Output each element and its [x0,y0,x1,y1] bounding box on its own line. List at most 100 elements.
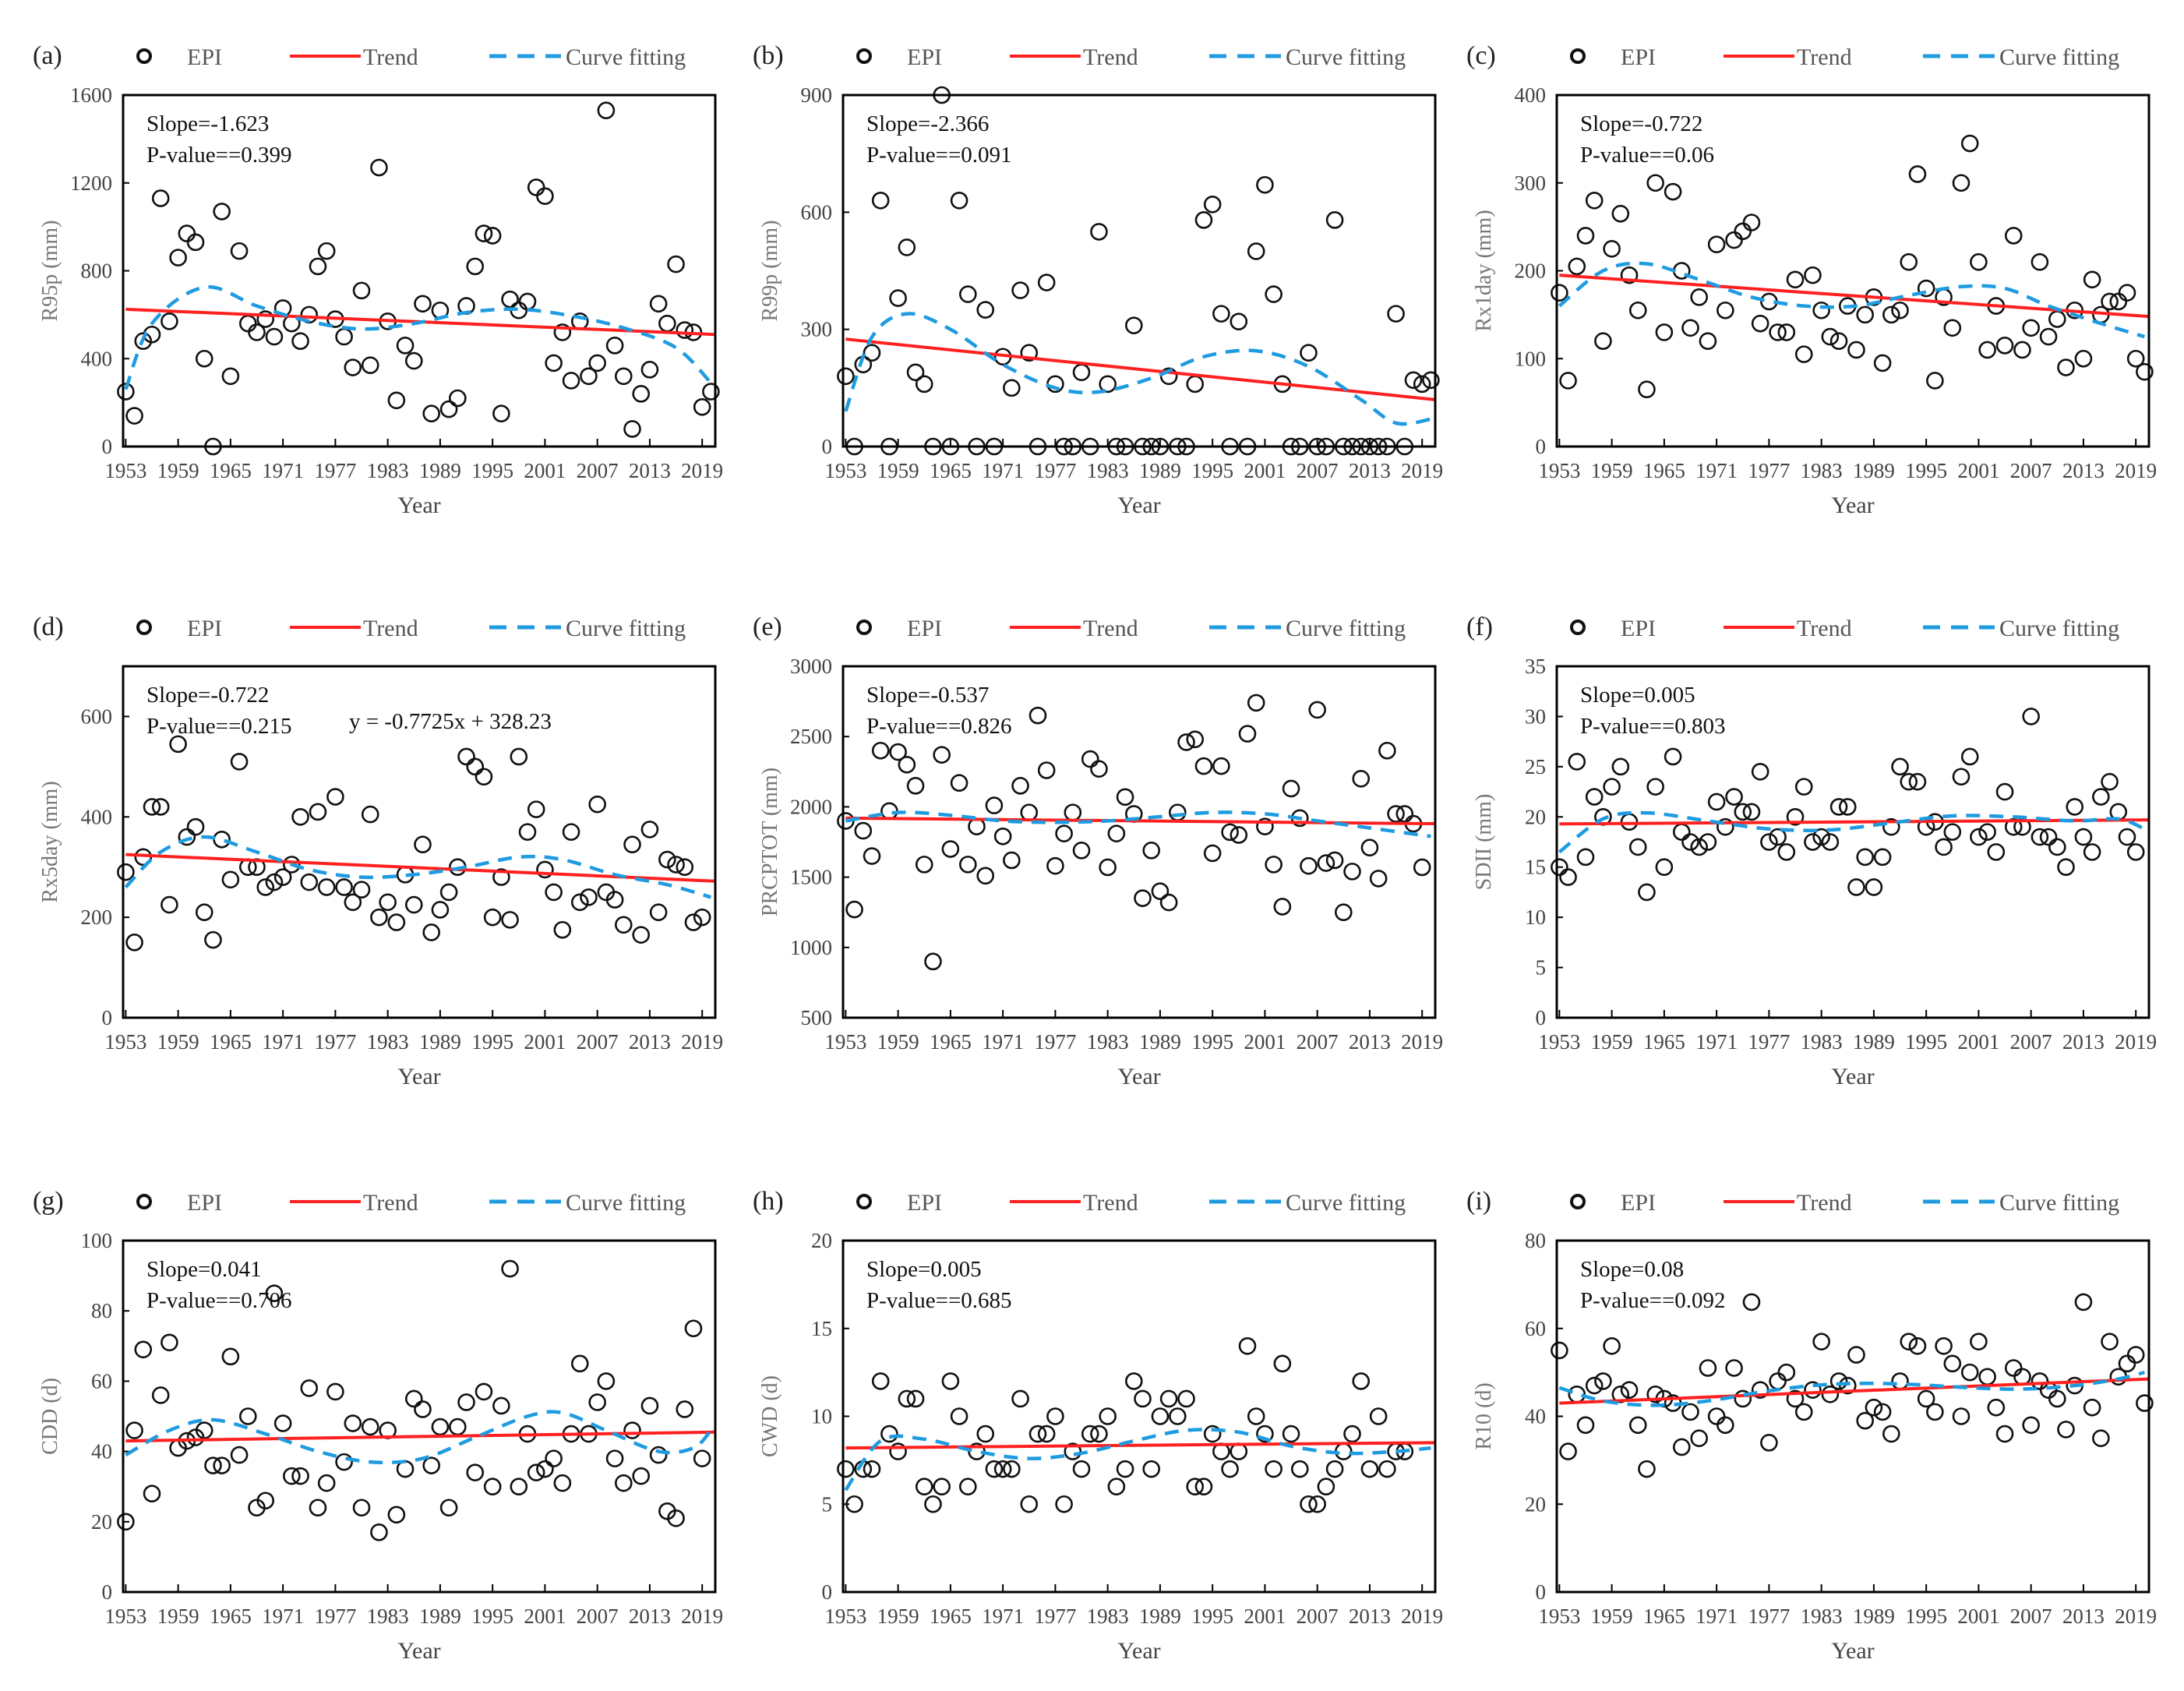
x-tick-label: 2013 [1349,1030,1391,1054]
legend-epi-marker [1570,48,1586,64]
epi-point [1090,1424,1108,1443]
epi-point [1099,375,1117,394]
epi-point [510,1477,528,1496]
epi-point [1917,279,1935,298]
plot-frame [122,665,717,1019]
x-tick-label: 2019 [681,1605,723,1628]
epi-point [1882,1424,1900,1443]
epi-point [1594,1372,1612,1390]
x-tick-label: 2019 [681,1030,723,1054]
epi-point [2031,1372,2049,1390]
x-tick-label: 1983 [1087,1030,1129,1054]
x-tick-label: 1953 [824,1030,866,1054]
x-tick-label: 1959 [877,459,919,482]
epi-point [1856,305,1874,324]
epi-point [527,178,545,196]
epi-point [1707,793,1726,811]
epi-point [273,868,292,886]
chart-panel-a: (a) EPI Trend Curve fitting 0 400 800 1200 1600 1… [33,41,723,518]
epi-point [1751,314,1769,333]
y-tick-label: 100 [1515,347,1547,370]
epi-point [993,827,1012,846]
epi-point [933,1477,951,1496]
epi-point [889,289,907,307]
x-tick-label: 1989 [1853,1605,1895,1628]
epi-point [615,916,633,934]
epi-point [684,913,703,931]
x-tick-label: 2001 [524,1605,566,1628]
epi-point [1090,760,1108,778]
epi-point [204,1456,222,1474]
epi-point [422,404,440,423]
epi-point [230,242,249,260]
y-axis-label: SDII (mm) [1472,794,1496,891]
epi-point [1804,266,1822,284]
x-axis-label: Year [397,1638,440,1664]
epi-point [667,255,685,274]
epi-point [1186,1477,1205,1496]
epi-point [580,888,598,906]
epi-point [1646,778,1664,796]
epi-point [1821,327,1840,346]
epi-point [1681,833,1699,851]
epi-point [1725,231,1743,249]
legend-curve-label: Curve fitting [1999,616,2119,641]
epi-point [2118,1354,2136,1373]
epi-point [667,856,685,874]
x-axis-label: Year [1831,492,1874,518]
epi-point [1725,788,1743,806]
x-tick-label: 1971 [982,1030,1024,1054]
epi-point [2118,284,2136,302]
epi-point [640,361,659,379]
epi-point [1404,371,1423,390]
epi-point [1952,174,1971,192]
epi-point [1717,1416,1734,1435]
x-tick-label: 2019 [681,459,723,482]
epi-point [2013,1368,2031,1386]
x-tick-label: 1971 [1695,1030,1738,1054]
epi-point [1090,223,1108,241]
epi-point [431,1417,450,1436]
chart-panel-g: (g) EPI Trend Curve fitting 0 20 40 60 80 100 1953… [33,1187,723,1664]
y-tick-label: 0 [102,1006,113,1029]
x-tick-label: 2013 [629,1605,671,1628]
epi-point [1821,1386,1840,1403]
epi-point [941,840,960,858]
legend-epi-marker [856,620,872,635]
epi-point [889,1442,907,1460]
plot-frame [1555,1239,2150,1594]
x-tick-label: 1983 [1087,459,1129,482]
epi-point [2057,1421,2075,1439]
x-tick-label: 2019 [1401,1605,1443,1628]
epi-point [1594,332,1612,351]
epi-point [1072,1460,1091,1478]
x-tick-label: 1965 [1643,1605,1685,1628]
epi-point [1786,807,1805,826]
epi-point [1935,1336,1953,1355]
epi-point [1159,1389,1178,1408]
x-tick-label: 2001 [1244,459,1286,482]
epi-point [1151,1407,1170,1425]
epi-point [1300,856,1318,875]
epi-point [151,189,170,207]
slope-annotation: Slope=-1.623 [146,111,269,136]
epi-point [396,337,415,355]
epi-point [352,1499,371,1517]
epi-point [597,101,616,120]
epi-point [248,323,266,341]
epi-point [1794,1403,1813,1421]
epi-point [265,873,284,891]
plot-frame [122,1239,717,1594]
x-tick-label: 1959 [877,1605,919,1628]
epi-point [2092,1429,2110,1447]
epi-point [1576,1416,1595,1435]
epi-point [1690,838,1709,856]
y-tick-label: 10 [1525,906,1546,929]
epi-point [309,803,327,821]
epi-point [1620,266,1639,284]
epi-point [1238,725,1257,743]
legend-trend-label: Trend [363,616,418,641]
epi-point [1212,757,1230,775]
epi-point [1900,772,1918,791]
